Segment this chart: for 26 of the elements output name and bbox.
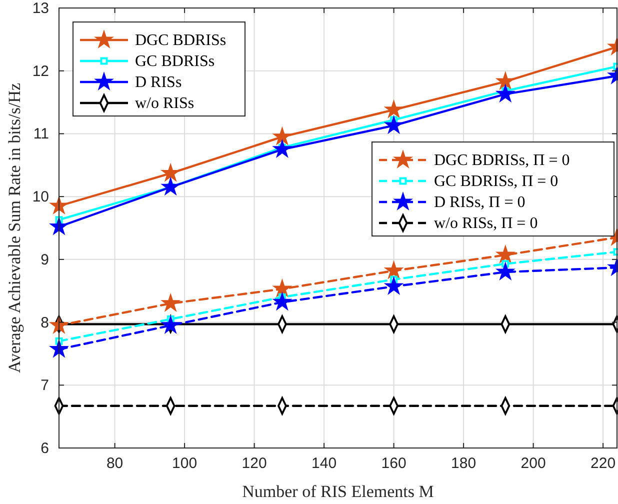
y-tick-label: 7 bbox=[40, 377, 49, 394]
legend-label: w/o RISs, Π = 0 bbox=[434, 215, 538, 232]
x-tick-label: 220 bbox=[590, 455, 616, 472]
legend-label: DGC BDRISs, Π = 0 bbox=[434, 152, 570, 169]
y-tick-label: 6 bbox=[40, 440, 49, 457]
legend-label: D RISs bbox=[135, 74, 182, 91]
legend-label: D RISs, Π = 0 bbox=[434, 194, 526, 211]
y-tick-label: 13 bbox=[32, 0, 49, 17]
x-tick-label: 100 bbox=[172, 455, 198, 472]
y-tick-label: 10 bbox=[32, 188, 49, 206]
x-tick-label: 160 bbox=[381, 455, 406, 472]
y-tick-label: 9 bbox=[40, 251, 49, 268]
y-axis-title: Average Achievable Sum Rate in bits/s/Hz bbox=[5, 82, 24, 374]
x-tick-label: 200 bbox=[520, 455, 546, 472]
x-tick-label: 80 bbox=[106, 455, 124, 472]
y-tick-label: 11 bbox=[33, 126, 49, 143]
x-tick-label: 180 bbox=[451, 455, 476, 472]
x-tick-label: 140 bbox=[312, 455, 337, 472]
y-tick-label: 12 bbox=[32, 62, 49, 80]
x-tick-label: 120 bbox=[242, 455, 267, 472]
y-tick-label: 8 bbox=[40, 314, 49, 332]
x-axis-title: Number of RIS Elements M bbox=[242, 482, 434, 501]
legend-label: GC BDRISs bbox=[135, 53, 215, 70]
legend-label: GC BDRISs, Π = 0 bbox=[434, 173, 558, 190]
legend-label: DGC BDRISs bbox=[135, 32, 226, 49]
legend-label: w/o RISs bbox=[135, 95, 194, 112]
